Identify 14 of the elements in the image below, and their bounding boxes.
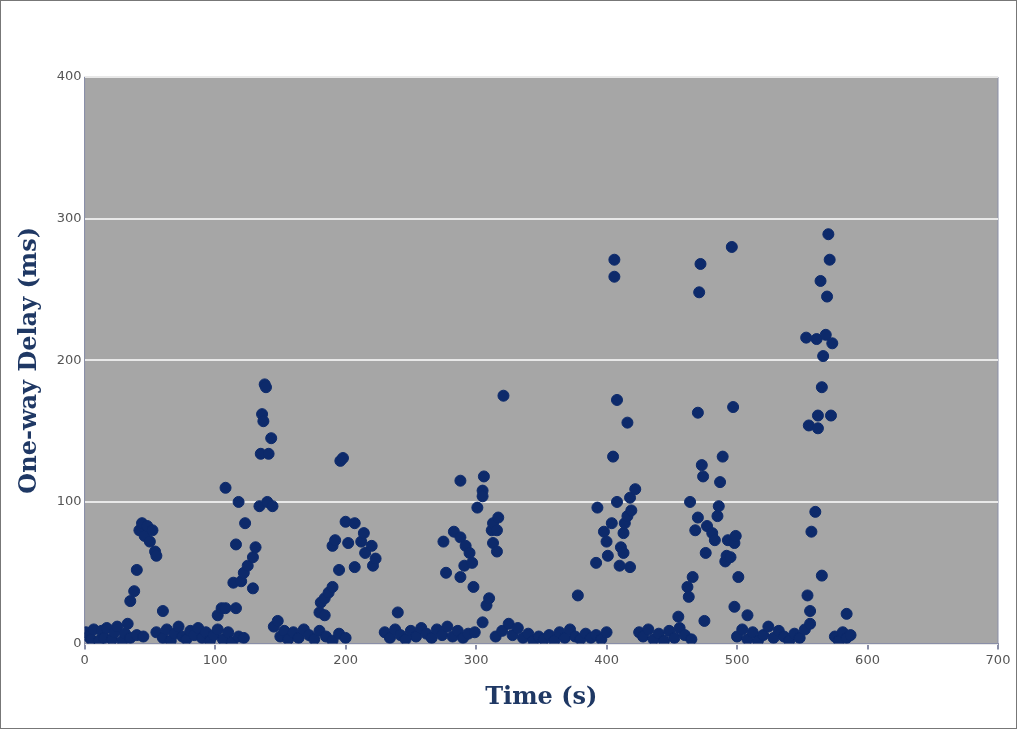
x-axis-title: Time (s) bbox=[485, 680, 598, 710]
x-tick-label: 600 bbox=[855, 651, 880, 667]
y-tick-label: 0 bbox=[73, 634, 82, 650]
y-tick-label: 100 bbox=[56, 493, 82, 509]
y-axis-title: One-way Delay (ms) bbox=[12, 226, 42, 494]
x-tick-label: 100 bbox=[202, 651, 228, 667]
y-tick-label: 400 bbox=[56, 68, 82, 84]
x-tick-label: 200 bbox=[333, 651, 358, 667]
x-tick-label: 400 bbox=[594, 651, 619, 667]
x-tick-label: 500 bbox=[724, 651, 750, 667]
y-tick-label: 200 bbox=[56, 351, 82, 367]
x-tick-label: 700 bbox=[985, 651, 1011, 667]
x-tick-label: 300 bbox=[463, 651, 489, 667]
y-tick-label: 300 bbox=[56, 210, 82, 226]
